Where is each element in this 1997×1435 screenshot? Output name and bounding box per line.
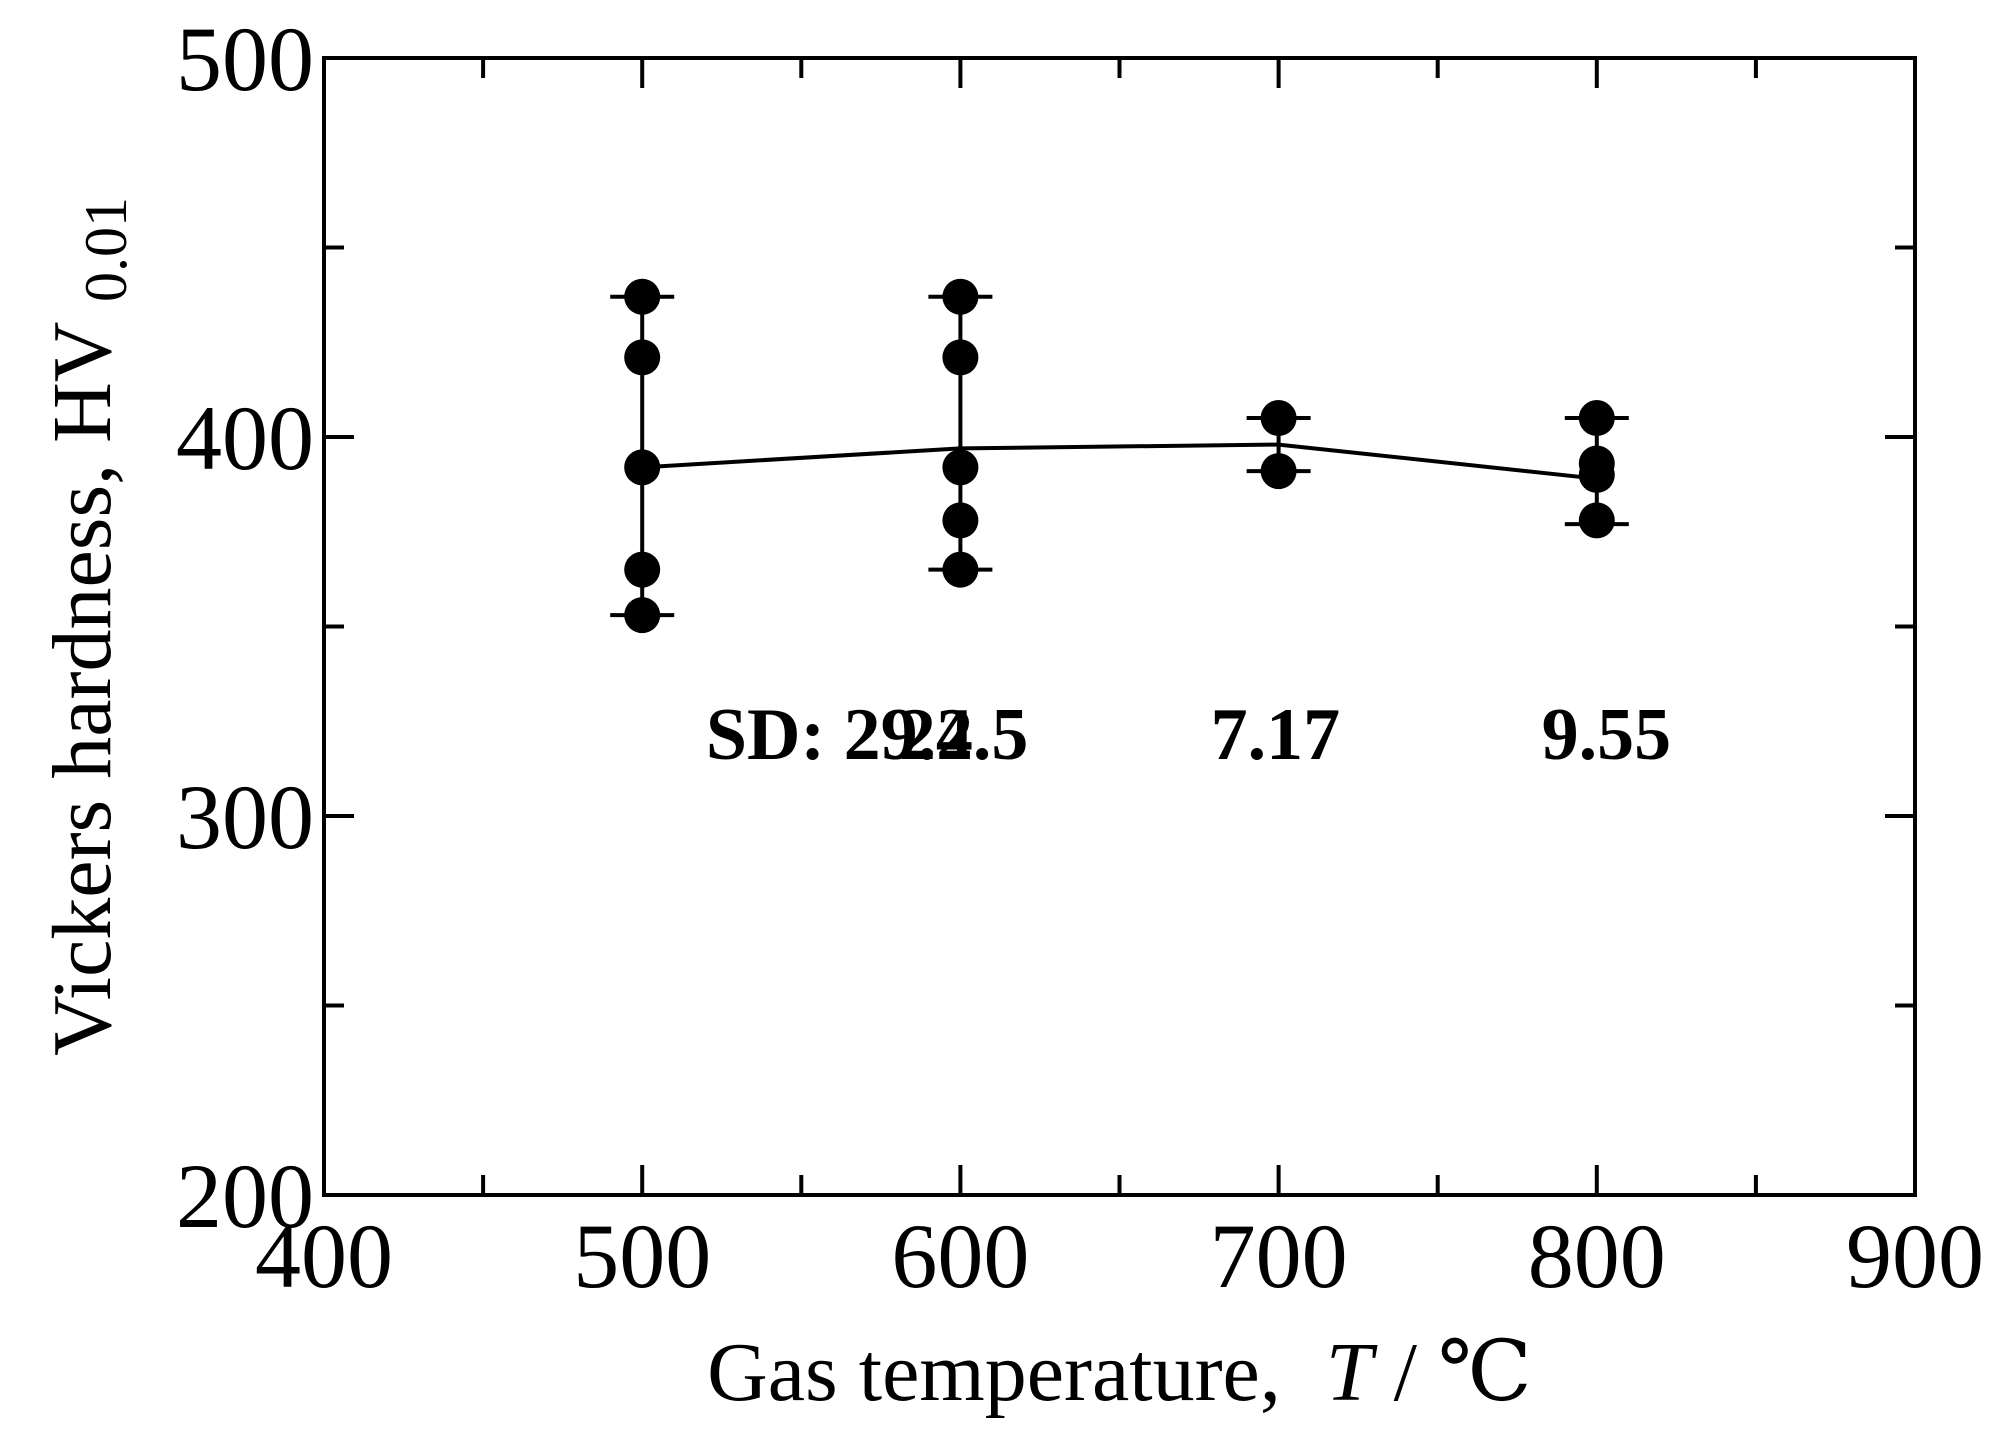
plot-frame <box>322 56 1917 1197</box>
data-point <box>942 502 979 539</box>
x-axis-title-prefix: Gas temperature, <box>707 1326 1281 1419</box>
y-tick-label: 300 <box>176 766 314 868</box>
data-point <box>942 449 979 486</box>
data-point <box>624 551 661 588</box>
data-point <box>1578 502 1615 539</box>
y-axis-title-main: Vickers hardness, HV <box>36 322 129 1056</box>
data-point <box>1260 453 1297 490</box>
sd-annotation: 9.55 <box>1542 694 1672 776</box>
x-tick-label: 400 <box>255 1205 393 1307</box>
data-point <box>624 597 661 634</box>
y-axis-title: Vickers hardness, HV 0.01 <box>36 197 139 1056</box>
data-point <box>1578 456 1615 493</box>
y-tick-label: 200 <box>176 1145 314 1247</box>
x-tick-label: 500 <box>573 1205 711 1307</box>
data-point <box>624 339 661 376</box>
data-point <box>624 278 661 315</box>
x-axis-title: Gas temperature, T / ℃ <box>707 1326 1532 1419</box>
x-tick-label: 800 <box>1528 1205 1666 1307</box>
x-axis-title-unit: / ℃ <box>1394 1326 1532 1419</box>
x-tick-label: 700 <box>1210 1205 1348 1307</box>
mean-line <box>642 442 1598 481</box>
axis-ticks <box>324 58 1915 1195</box>
mean-line-path <box>642 442 1598 481</box>
y-tick-label: 500 <box>176 8 314 110</box>
sd-annotation: SD: 29.2 <box>706 694 973 776</box>
x-tick-label: 600 <box>891 1205 1029 1307</box>
y-tick-label: 400 <box>176 387 314 489</box>
x-tick-label: 900 <box>1846 1205 1984 1307</box>
sd-annotations: SD: 29.224.5 7.17 9.55 <box>706 694 1671 776</box>
data-point <box>1578 400 1615 437</box>
sd-annotation: 24.5 <box>899 694 1029 776</box>
x-axis-title-symbol: T <box>1326 1326 1378 1419</box>
data-point <box>942 551 979 588</box>
data-point <box>942 278 979 315</box>
data-points <box>624 278 1615 634</box>
data-point <box>1260 400 1297 437</box>
sd-annotation: 7.17 <box>1211 694 1341 776</box>
plot-border <box>322 56 1917 1197</box>
error-bars <box>610 294 1629 618</box>
y-axis-title-subscript: 0.01 <box>73 197 139 302</box>
data-point <box>942 339 979 376</box>
axis-tick-labels: 400 500 600 700 800 900 200 300 400 500 <box>176 8 1984 1307</box>
data-point <box>624 449 661 486</box>
